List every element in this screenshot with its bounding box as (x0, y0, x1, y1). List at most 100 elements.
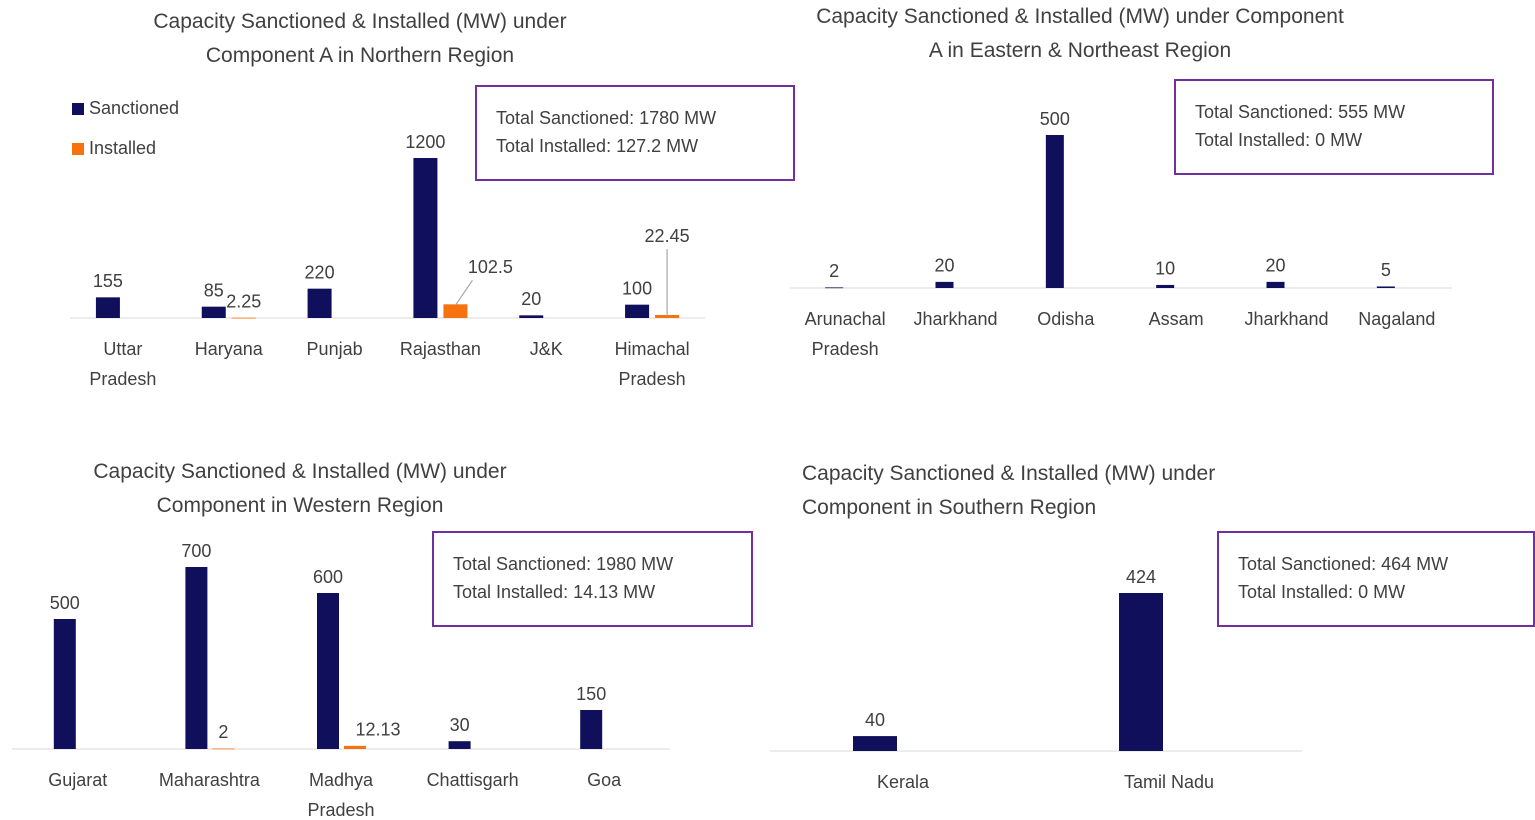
bar (1156, 284, 1175, 288)
value-label: 2.25 (226, 291, 261, 311)
bar (443, 304, 468, 318)
chart-title-box: Capacity Sanctioned & Installed (MW) und… (816, 5, 1344, 62)
x-tick-label: J&K (529, 339, 563, 359)
value-label: 424 (1126, 567, 1156, 587)
x-tick-label: Jharkhand (913, 309, 998, 329)
value-label: 85 (204, 280, 224, 300)
x-tick-label: Kerala (876, 772, 930, 792)
x-tick-label-box: Uttar Pradesh (89, 339, 157, 389)
bar (212, 748, 235, 750)
value-label: 700 (181, 541, 211, 561)
x-tick-label-box: Odisha (1037, 309, 1095, 329)
x-tick-label-box: Haryana (194, 339, 263, 359)
x-tick-label-box: Nagaland (1358, 309, 1436, 329)
x-tick-label-box: Assam (1148, 309, 1204, 329)
bar (1045, 135, 1064, 288)
annotation-text: Total Installed: 0 MW (1238, 582, 1405, 602)
chart-title-box: Capacity Sanctioned & Installed (MW) und… (153, 10, 567, 67)
x-tick-label-box: Jharkhand (1244, 309, 1329, 329)
annotation-text: Total Sanctioned: 555 MW (1195, 102, 1405, 122)
x-tick-label: Goa (587, 770, 622, 790)
annotation-text: Total Installed: 14.13 MW (453, 582, 655, 602)
value-label: 155 (93, 271, 123, 291)
value-label: 30 (450, 715, 470, 735)
x-tick-label-box: Arunachal Pradesh (805, 309, 886, 359)
chart-title: Capacity Sanctioned & Installed (MW) und… (153, 10, 567, 67)
bar (95, 297, 120, 318)
x-tick-label: Gujarat (48, 770, 108, 790)
x-tick-label-box: Punjab (306, 339, 363, 359)
bar (625, 304, 650, 318)
x-tick-label-box: Madhya Pradesh (307, 770, 375, 820)
bar (655, 315, 680, 318)
value-label: 102.5 (468, 257, 513, 277)
annotation-box (1174, 79, 1494, 175)
bar (307, 288, 332, 318)
bar (519, 315, 544, 318)
leader-line (454, 279, 473, 306)
x-tick-label: Odisha (1037, 309, 1095, 329)
annotation-text: Total Sanctioned: 1780 MW (496, 108, 716, 128)
value-label: 40 (865, 710, 885, 730)
value-label: 12.13 (355, 720, 400, 740)
x-tick-label-box: Rajasthan (399, 339, 481, 359)
x-tick-label-box: Maharashtra (159, 770, 260, 790)
value-label: 22.45 (645, 226, 690, 246)
x-tick-label-box: Chattisgarh (426, 770, 519, 790)
value-label: 2 (829, 261, 839, 281)
x-tick-label: Himachal Pradesh (614, 339, 690, 389)
bar (231, 317, 256, 319)
chart-title-box: Capacity Sanctioned & Installed (MW) und… (802, 462, 1216, 519)
legend-label: Sanctioned (89, 98, 179, 118)
annotation-text: Total Installed: 0 MW (1195, 130, 1362, 150)
x-tick-label-box: Gujarat (48, 770, 108, 790)
chart-title-box: Capacity Sanctioned & Installed (MW) und… (93, 460, 507, 517)
bar (1376, 286, 1395, 288)
annotation-box (475, 85, 795, 181)
value-label: 100 (622, 278, 652, 298)
value-label: 20 (1265, 256, 1285, 276)
chart-title: Capacity Sanctioned & Installed (MW) und… (802, 462, 1216, 519)
legend-swatch (72, 103, 84, 115)
x-tick-label-box: Himachal Pradesh (614, 339, 690, 389)
annotation-text: Total Installed: 127.2 MW (496, 136, 698, 156)
bar (825, 287, 844, 289)
chart-title: Capacity Sanctioned & Installed (MW) und… (816, 5, 1344, 62)
bar (1119, 593, 1163, 751)
x-tick-label-box: Tamil Nadu (1124, 772, 1214, 792)
x-tick-label: Haryana (194, 339, 263, 359)
x-tick-label-box: Jharkhand (913, 309, 998, 329)
value-label: 20 (521, 289, 541, 309)
x-tick-label: Rajasthan (399, 339, 481, 359)
bar (448, 741, 471, 749)
annotation-text: Total Sanctioned: 1980 MW (453, 554, 673, 574)
x-tick-label: Madhya Pradesh (307, 770, 375, 820)
x-tick-label: Uttar Pradesh (89, 339, 157, 389)
legend-label: Installed (89, 138, 156, 158)
value-label: 500 (50, 593, 80, 613)
x-tick-label-box: Goa (587, 770, 622, 790)
annotation-text: Total Sanctioned: 464 MW (1238, 554, 1448, 574)
value-label: 600 (313, 567, 343, 587)
bar (185, 567, 208, 749)
bar (1266, 281, 1285, 288)
bar (853, 736, 897, 751)
x-tick-label: Chattisgarh (426, 770, 519, 790)
bar (580, 710, 603, 749)
chart-title: Capacity Sanctioned & Installed (MW) und… (93, 460, 507, 517)
x-tick-label: Jharkhand (1244, 309, 1329, 329)
x-tick-label-box: Kerala (876, 772, 930, 792)
bar (413, 158, 438, 318)
x-tick-label-box: J&K (529, 339, 563, 359)
value-label: 150 (576, 684, 606, 704)
x-tick-label: Punjab (306, 339, 363, 359)
x-tick-label: Nagaland (1358, 309, 1436, 329)
value-label: 500 (1040, 109, 1070, 129)
value-label: 1200 (405, 132, 445, 152)
x-tick-label: Assam (1148, 309, 1204, 329)
value-label: 20 (934, 256, 954, 276)
annotation-box (432, 531, 753, 627)
bar (201, 306, 226, 318)
bar (344, 745, 366, 749)
